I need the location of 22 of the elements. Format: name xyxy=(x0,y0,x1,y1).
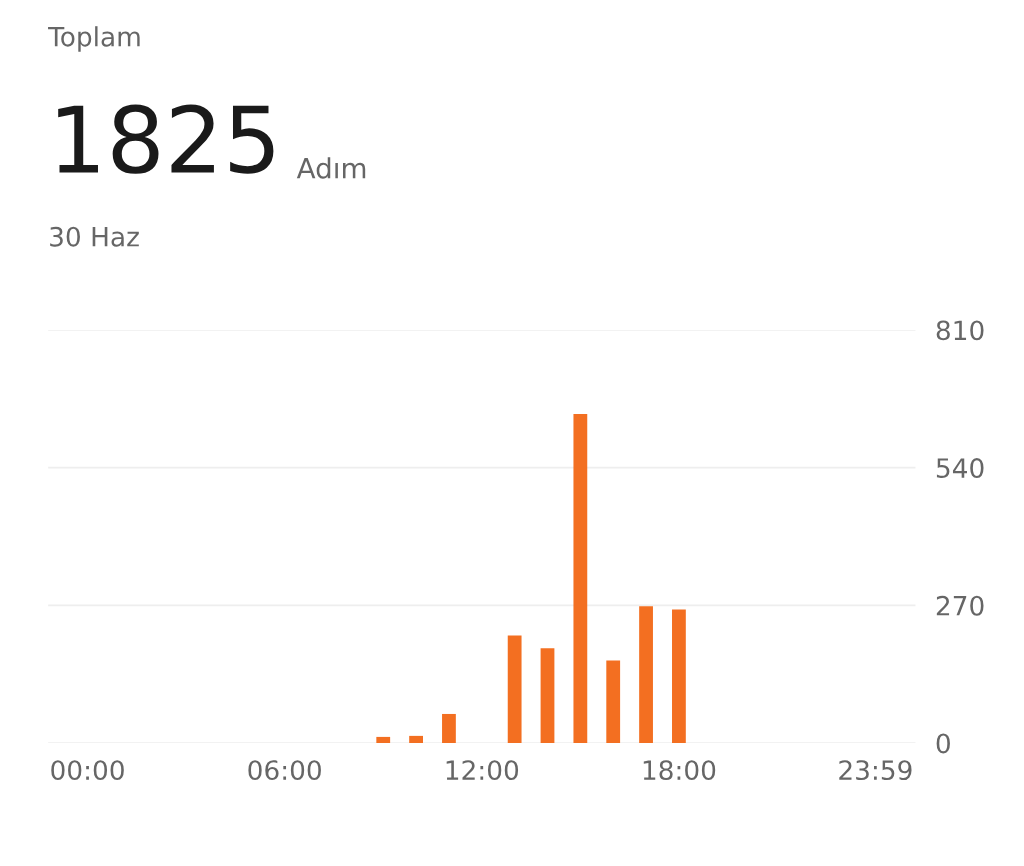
y-tick-label: 810 xyxy=(936,320,984,341)
bar xyxy=(442,713,456,744)
bar xyxy=(540,648,555,744)
bar xyxy=(376,736,391,744)
bar xyxy=(672,609,686,744)
y-tick-label: 0 xyxy=(936,733,950,754)
bar xyxy=(639,606,653,744)
bar xyxy=(507,635,522,744)
text: Adım xyxy=(296,157,366,179)
x-tick-label: 00:00 xyxy=(51,760,124,781)
x-tick-label: 12:00 xyxy=(446,760,519,781)
x-tick-label: 23:59 xyxy=(839,760,912,781)
bar xyxy=(409,735,423,744)
y-tick-label: 540 xyxy=(936,458,984,479)
bar xyxy=(606,660,621,744)
x-tick-label: 06:00 xyxy=(248,760,321,781)
x-tick-label: 18:00 xyxy=(643,760,716,781)
bar xyxy=(573,414,588,744)
chart-subtitle: 30 Haz xyxy=(50,226,139,247)
chart-title: Toplam xyxy=(48,26,140,52)
y-tick-label: 270 xyxy=(936,595,984,616)
text: 1825 xyxy=(58,104,274,174)
